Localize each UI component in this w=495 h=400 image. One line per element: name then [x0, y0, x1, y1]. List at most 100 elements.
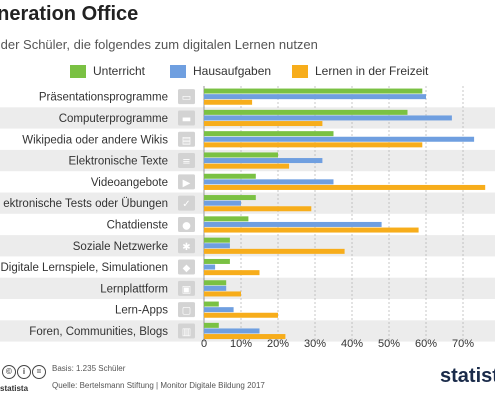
bar-unterricht: [204, 109, 408, 115]
play-icon: [178, 174, 195, 190]
bar-hausaufgaben: [204, 200, 241, 206]
category-icon-glyph: ▢: [182, 306, 191, 317]
footer-source: Quelle: Bertelsmann Stiftung | Monitor D…: [52, 381, 265, 390]
category-label: Digitale Lernspiele, Simulationen: [1, 262, 169, 274]
bar-freizeit: [204, 142, 423, 148]
category-label: Chatdienste: [107, 219, 168, 231]
equals-icon: =: [32, 365, 46, 379]
bar-hausaufgaben: [204, 285, 227, 291]
bar-hausaufgaben: [204, 158, 323, 164]
network-icon: [178, 238, 195, 254]
legend-label-freizeit: Lernen in der Freizeit: [315, 64, 429, 78]
bar-hausaufgaben: [204, 115, 452, 121]
bar-unterricht: [204, 322, 219, 328]
bar-freizeit: [204, 227, 419, 233]
chat-icon: [178, 216, 195, 232]
category-icon-glyph: ✱: [182, 242, 190, 253]
bar-freizeit: [204, 121, 323, 127]
legend-swatch-freizeit: [292, 64, 308, 78]
bar-freizeit: [204, 206, 312, 212]
legend-label-hausaufgaben: Hausaufgaben: [193, 64, 272, 78]
x-tick-label: 30%: [304, 338, 326, 350]
category-label: Lern-Apps: [115, 305, 168, 317]
bar-chart: Präsentationsprogramme Computerprogramme W…: [0, 86, 495, 350]
x-tick-label: 20%: [267, 338, 289, 350]
bar-unterricht: [204, 131, 334, 137]
x-tick-label: 70%: [452, 338, 474, 350]
legend-item-unterricht: Unterricht: [70, 63, 145, 79]
bar-hausaufgaben: [204, 94, 426, 100]
category-label: Foren, Communities, Blogs: [29, 326, 168, 338]
category-icon-glyph: ▥: [182, 327, 191, 338]
category-label: Wikipedia oder andere Wikis: [22, 134, 168, 146]
presentation-icon: [178, 89, 195, 105]
bar-freizeit: [204, 291, 241, 297]
chart-title: eneration Office: [0, 3, 139, 25]
category-label: Lernplattform: [100, 283, 168, 295]
category-icon-glyph: ▣: [182, 284, 191, 295]
legend-item-hausaufgaben: Hausaufgaben: [170, 63, 271, 79]
legend-label-unterricht: Unterricht: [93, 64, 146, 78]
row-band: [0, 235, 495, 257]
category-icon-glyph: ▭: [182, 93, 191, 104]
category-label: Videoangebote: [91, 177, 168, 189]
bar-hausaufgaben: [204, 179, 334, 185]
bar-unterricht: [204, 173, 256, 179]
bar-unterricht: [204, 280, 227, 286]
forum-icon: [178, 323, 195, 339]
bar-freizeit: [204, 163, 290, 169]
folder-icon: [178, 110, 195, 126]
gamepad-icon: [178, 259, 195, 275]
footer-basis: Basis: 1.235 Schüler: [52, 364, 126, 373]
footer-brand-small: statista: [0, 384, 29, 393]
bar-hausaufgaben: [204, 264, 216, 270]
bar-unterricht: [204, 258, 230, 264]
bar-unterricht: [204, 152, 278, 158]
bar-hausaufgaben: [204, 221, 382, 227]
app-icon: [178, 302, 195, 318]
creative-commons-icon: ©: [2, 365, 16, 379]
book-icon: [178, 131, 195, 147]
category-label: Soziale Netzwerke: [73, 241, 168, 253]
category-icon-glyph: ●: [182, 220, 191, 231]
bar-freizeit: [204, 248, 345, 254]
legend-swatch-hausaufgaben: [170, 64, 186, 78]
bar-unterricht: [204, 88, 423, 94]
category-icon-glyph: ≡: [182, 157, 190, 168]
bar-unterricht: [204, 237, 230, 243]
document-icon: [178, 153, 195, 169]
x-tick-label: 50%: [378, 338, 400, 350]
bar-hausaufgaben: [204, 243, 230, 249]
bar-freizeit: [204, 99, 253, 105]
bar-freizeit: [204, 334, 286, 340]
statista-logo[interactable]: statista: [440, 365, 495, 387]
checklist-icon: [178, 195, 195, 211]
category-label: ektronische Tests oder Übungen: [3, 198, 168, 210]
x-tick-label: 40%: [341, 338, 363, 350]
bar-freizeit: [204, 270, 260, 276]
bar-unterricht: [204, 195, 256, 201]
bar-freizeit: [204, 184, 486, 190]
info-icon[interactable]: i: [17, 365, 31, 379]
category-icon-glyph: ▬: [182, 114, 191, 125]
x-tick-label: 60%: [415, 338, 437, 350]
bar-hausaufgaben: [204, 307, 234, 313]
category-icon-glyph: ▤: [182, 135, 191, 146]
bar-hausaufgaben: [204, 136, 475, 142]
chart-subtitle: eil der Schüler, die folgendes zum digit…: [0, 37, 318, 52]
category-icon-glyph: ▶: [183, 178, 191, 189]
bar-unterricht: [204, 216, 249, 222]
x-tick-label: 10%: [230, 338, 252, 350]
bar-hausaufgaben: [204, 328, 260, 334]
legend-swatch-unterricht: [70, 64, 86, 78]
category-icon-glyph: ◆: [183, 263, 191, 274]
category-label: Präsentationsprogramme: [39, 92, 168, 104]
browser-icon: [178, 280, 195, 296]
row-band: [0, 277, 495, 299]
category-label: Elektronische Texte: [68, 156, 168, 168]
bar-unterricht: [204, 301, 219, 307]
category-icon-glyph: ✓: [182, 199, 190, 210]
x-tick-label: 0: [201, 338, 207, 350]
legend-item-freizeit: Lernen in der Freizeit: [292, 63, 428, 79]
category-label: Computerprogramme: [59, 113, 168, 125]
